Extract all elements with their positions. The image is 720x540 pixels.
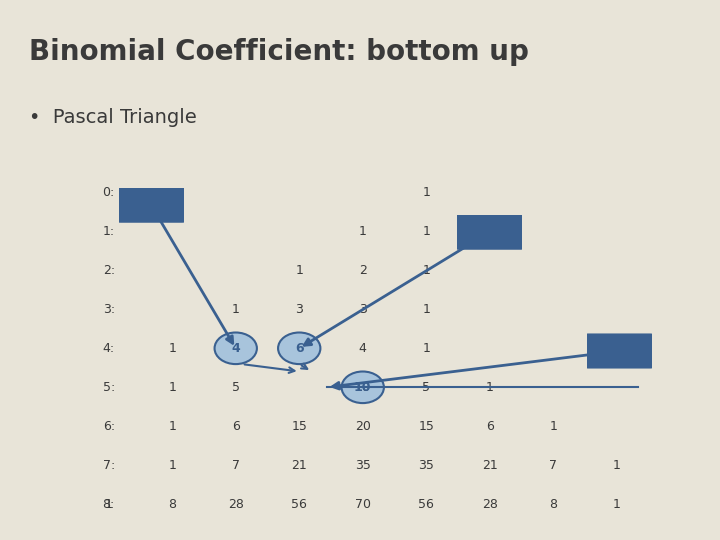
Text: 8: 8 [168, 498, 176, 511]
Text: 1: 1 [423, 186, 430, 199]
Text: 5,2: 5,2 [626, 354, 642, 364]
Text: 1:: 1: [103, 225, 114, 238]
Text: 21: 21 [292, 459, 307, 472]
Text: 8:: 8: [102, 498, 114, 511]
Text: C: C [138, 198, 149, 213]
Text: 4: 4 [231, 342, 240, 355]
Text: 15: 15 [418, 420, 434, 433]
Text: 28: 28 [228, 498, 243, 511]
Text: 10: 10 [355, 381, 371, 394]
Text: 1: 1 [168, 342, 176, 355]
Text: 0:: 0: [102, 186, 114, 199]
Text: 1: 1 [423, 225, 430, 238]
Text: 1: 1 [613, 459, 621, 472]
Text: 7:: 7: [102, 459, 114, 472]
Text: 56: 56 [418, 498, 434, 511]
Text: 6: 6 [295, 342, 304, 355]
Text: 28: 28 [482, 498, 498, 511]
Text: 1: 1 [168, 459, 176, 472]
Text: 3: 3 [359, 303, 366, 316]
Ellipse shape [215, 333, 257, 364]
Text: 7: 7 [549, 459, 557, 472]
Text: C: C [476, 225, 487, 240]
Text: 35: 35 [418, 459, 434, 472]
Text: 7: 7 [232, 459, 240, 472]
Text: 1: 1 [423, 303, 430, 316]
Text: Binomial Coefficient: bottom up: Binomial Coefficient: bottom up [29, 38, 528, 66]
Text: 5:: 5: [102, 381, 114, 394]
Text: 1: 1 [613, 498, 621, 511]
Text: 4,1: 4,1 [158, 208, 173, 218]
Text: 5: 5 [422, 381, 431, 394]
Text: 15: 15 [292, 420, 307, 433]
FancyBboxPatch shape [455, 214, 524, 249]
Text: 20: 20 [355, 420, 371, 433]
Text: 2:: 2: [103, 264, 114, 277]
Text: 10: 10 [354, 381, 372, 394]
Text: 1: 1 [486, 381, 494, 394]
Ellipse shape [278, 333, 320, 364]
Text: 70: 70 [355, 498, 371, 511]
Text: C: C [606, 343, 617, 359]
FancyBboxPatch shape [585, 333, 654, 368]
Ellipse shape [341, 372, 384, 403]
Text: 3: 3 [295, 303, 303, 316]
FancyBboxPatch shape [117, 187, 186, 222]
Text: 1: 1 [168, 420, 176, 433]
Text: 2: 2 [359, 264, 366, 277]
Text: 4,2: 4,2 [496, 235, 512, 245]
Text: 1: 1 [295, 264, 303, 277]
Text: 56: 56 [292, 498, 307, 511]
Text: 6: 6 [232, 420, 240, 433]
Text: •  Pascal Triangle: • Pascal Triangle [29, 108, 197, 127]
Text: 1: 1 [549, 420, 557, 433]
Text: 1: 1 [359, 225, 366, 238]
Text: 1: 1 [105, 498, 112, 511]
Text: 1: 1 [423, 264, 430, 277]
Text: 1: 1 [168, 381, 176, 394]
Text: 21: 21 [482, 459, 498, 472]
Text: 4:: 4: [103, 342, 114, 355]
Text: 1: 1 [232, 303, 240, 316]
Text: 4: 4 [359, 342, 366, 355]
Text: 5: 5 [232, 381, 240, 394]
Text: 1: 1 [423, 342, 430, 355]
Text: 35: 35 [355, 459, 371, 472]
Text: 8: 8 [549, 498, 557, 511]
Text: 6: 6 [486, 420, 494, 433]
Text: 3:: 3: [103, 303, 114, 316]
Text: 6:: 6: [103, 420, 114, 433]
